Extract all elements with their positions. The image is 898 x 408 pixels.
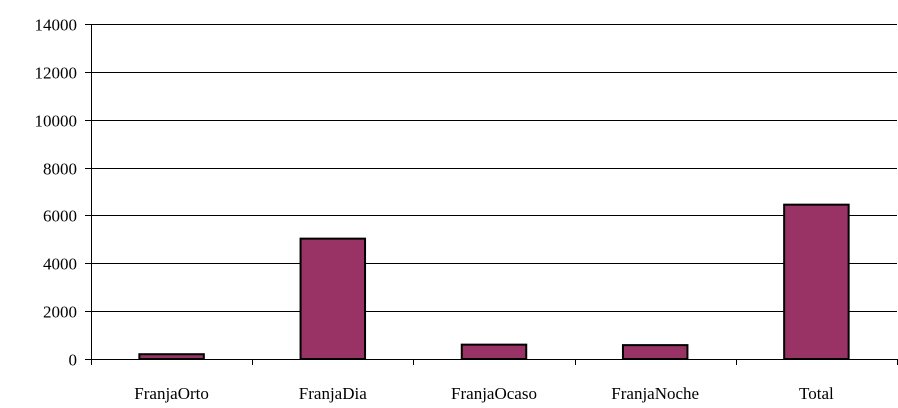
y-tick-label: 10000 [35, 112, 78, 131]
x-category-label: FranjaOcaso [451, 384, 537, 403]
y-tick-label: 8000 [43, 160, 77, 179]
y-tick-label: 2000 [43, 303, 77, 322]
gridlines [91, 24, 897, 312]
x-category-label: FranjaNoche [611, 384, 699, 403]
y-tick-label: 6000 [43, 207, 77, 226]
x-category-label: FranjaOrto [134, 384, 209, 403]
y-tick-label: 0 [69, 351, 78, 370]
x-category-label: Total [799, 384, 834, 403]
axes [85, 24, 898, 365]
y-tick-label: 14000 [35, 16, 78, 35]
bar-franjaocaso [460, 343, 528, 360]
x-category-label: FranjaDia [299, 384, 367, 403]
bar-total [783, 203, 850, 360]
bar-franjadia [299, 237, 367, 360]
bar-franjaorto [138, 353, 205, 361]
x-category-labels: FranjaOrto FranjaDia FranjaOcaso FranjaNoch… [134, 384, 834, 403]
y-tick-labels: 0 2000 4000 6000 8000 10000 12000 14000 [35, 16, 78, 370]
bars [138, 203, 850, 361]
y-tick-label: 12000 [35, 64, 78, 83]
y-tick-label: 4000 [43, 255, 77, 274]
bar-franjanoche [621, 344, 689, 361]
